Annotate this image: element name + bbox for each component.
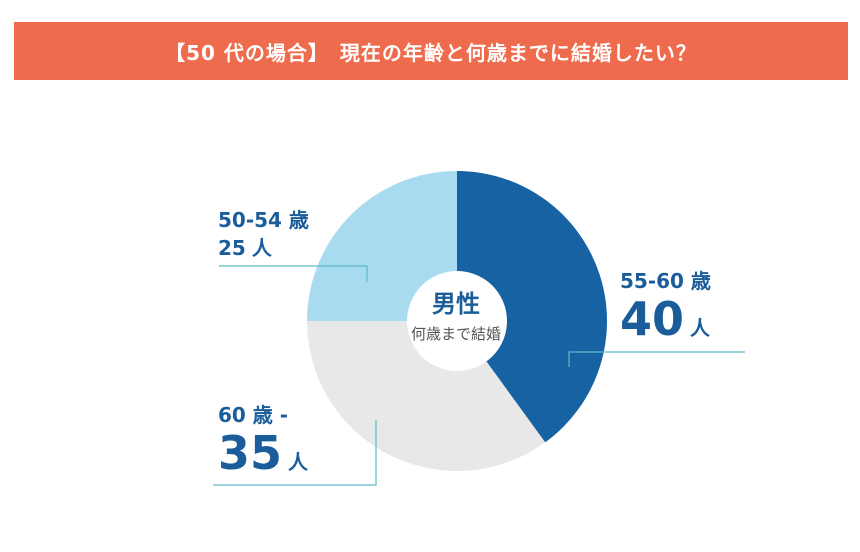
slice-value-label: 35 bbox=[218, 426, 283, 480]
center-title: 男性 bbox=[432, 290, 480, 318]
title-banner: 【50 代の場合】 現在の年齢と何歳までに結婚したい？ bbox=[14, 22, 848, 80]
donut-slice bbox=[457, 171, 607, 443]
leader-lines bbox=[213, 265, 745, 486]
slice-label-50-54: 50-54 歳 25 人 bbox=[218, 206, 309, 264]
slice-unit-label: 人 bbox=[690, 316, 711, 340]
leader-line-55-60 bbox=[568, 351, 745, 367]
leader-line-50-54 bbox=[219, 265, 368, 282]
leader-line-60-plus bbox=[213, 420, 377, 486]
chart-title: 【50 代の場合】 現在の年齢と何歳までに結婚したい？ bbox=[165, 40, 697, 65]
slice-category-label: 60 歳 - bbox=[218, 403, 289, 427]
center-subtitle: 何歳まで結婚 bbox=[410, 325, 501, 343]
slice-label-60-plus: 60 歳 - 35 人 bbox=[218, 400, 308, 479]
slice-value-label: 25 bbox=[218, 236, 246, 260]
slice-value-label: 40 bbox=[620, 292, 685, 346]
slice-label-55-60: 55-60 歳 40 人 bbox=[620, 266, 711, 345]
donut-slice bbox=[307, 171, 457, 321]
slice-category-label: 50-54 歳 bbox=[218, 208, 309, 232]
donut-slice bbox=[307, 321, 546, 472]
slice-unit-label: 人 bbox=[288, 450, 309, 474]
slice-unit-label: 人 bbox=[251, 236, 272, 260]
donut-slices bbox=[307, 171, 607, 472]
slice-category-label: 55-60 歳 bbox=[620, 269, 711, 293]
